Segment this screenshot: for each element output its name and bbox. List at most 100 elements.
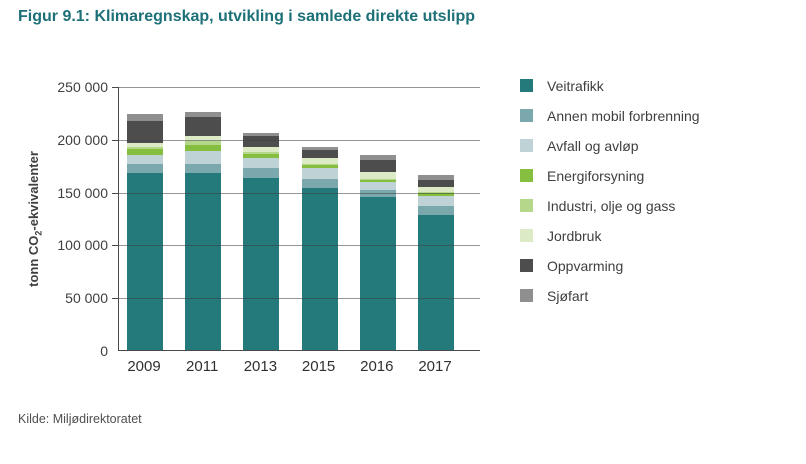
x-tick-label-2015: 2015 xyxy=(301,358,336,375)
bar-segment xyxy=(359,180,396,183)
bar-segment xyxy=(185,151,222,164)
bar-segment xyxy=(359,182,396,191)
stacked-bar-2017 xyxy=(418,175,454,350)
bar-segment xyxy=(418,205,454,216)
legend-swatch-icon xyxy=(520,289,533,302)
legend-item: Sjøfart xyxy=(520,287,700,304)
legend-swatch-icon xyxy=(520,109,533,122)
bar-segment xyxy=(418,215,454,350)
legend-item: Avfall og avløp xyxy=(520,137,700,154)
chart-plot-area xyxy=(118,87,480,351)
bar-segment xyxy=(418,186,454,192)
bar-segment xyxy=(243,167,280,178)
y-axis-title-sub: 2 xyxy=(33,230,44,236)
legend-item: Industri, olje og gass xyxy=(520,197,700,214)
bar-segment xyxy=(243,146,280,153)
bar-segment xyxy=(301,147,338,150)
legend-swatch-icon xyxy=(520,169,533,182)
legend-item: Annen mobil forbrenning xyxy=(520,107,700,124)
bar-segment xyxy=(127,121,163,143)
bar-segment xyxy=(243,135,280,147)
legend-label: Sjøfart xyxy=(547,287,589,304)
bar-segment xyxy=(243,153,280,158)
bar-segment xyxy=(301,149,338,159)
bar-segment xyxy=(127,142,163,147)
y-tick-mark xyxy=(112,298,118,300)
stacked-bar-2016 xyxy=(359,154,396,350)
x-tick-label-2016: 2016 xyxy=(360,358,394,375)
bar-segment xyxy=(243,157,280,168)
y-tick-label: 150 000 xyxy=(57,184,108,201)
y-axis-title: tonn CO2-ekvivalenter xyxy=(26,87,44,351)
bar-segment xyxy=(359,196,396,350)
bar-segment xyxy=(418,195,454,206)
y-tick-label: 50 000 xyxy=(65,290,108,307)
bar-segment xyxy=(127,146,163,149)
stacked-bar-2015 xyxy=(301,147,338,350)
stacked-bar-2009 xyxy=(127,114,163,350)
bar-segment xyxy=(127,148,163,155)
legend-label: Oppvarming xyxy=(547,257,624,274)
legend-label: Energiforsyning xyxy=(547,167,645,184)
y-tick-mark xyxy=(112,139,118,141)
x-tick-label-2009: 2009 xyxy=(127,358,161,375)
bar-segment xyxy=(185,144,222,152)
bar-segment xyxy=(301,158,338,165)
x-tick-label-2011: 2011 xyxy=(186,358,219,375)
bar-segment xyxy=(301,179,338,189)
stacked-bar-2013 xyxy=(243,132,280,350)
y-tick-mark xyxy=(112,192,118,194)
legend-label: Annen mobil forbrenning xyxy=(547,107,700,124)
bar-segment xyxy=(185,117,222,136)
bar-segment xyxy=(185,135,222,142)
legend-item: Energiforsyning xyxy=(520,167,700,184)
bar-segment xyxy=(418,175,454,181)
bar-segment xyxy=(185,173,222,350)
bar-segment xyxy=(418,192,454,196)
source-note: Kilde: Miljødirektoratet xyxy=(18,412,142,426)
x-tick-label-2013: 2013 xyxy=(243,358,278,375)
legend-item: Jordbruk xyxy=(520,227,700,244)
bar-segment xyxy=(359,159,396,173)
gridline-50000 xyxy=(119,298,480,300)
bar-segment xyxy=(127,172,163,350)
bar-segment xyxy=(127,114,163,122)
y-tick-mark xyxy=(112,245,118,247)
legend-swatch-icon xyxy=(520,229,533,242)
legend: Veitrafikk Annen mobil forbrenning Avfall … xyxy=(520,77,700,319)
gridline-150000 xyxy=(119,192,480,194)
legend-label: Jordbruk xyxy=(547,227,602,244)
legend-label: Avfall og avløp xyxy=(547,137,639,154)
bar-segment xyxy=(127,163,163,173)
y-tick-label: 100 000 xyxy=(57,237,108,254)
bar-segment xyxy=(185,163,222,174)
bar-segment xyxy=(418,191,454,193)
y-tick-label: 0 xyxy=(100,343,108,359)
gridline-100000 xyxy=(119,245,480,247)
legend-swatch-icon xyxy=(520,259,533,272)
bar-segment xyxy=(418,180,454,187)
bar-segment xyxy=(185,111,222,118)
y-tick-mark xyxy=(112,87,118,88)
bar-segment xyxy=(243,177,280,350)
legend-swatch-icon xyxy=(520,199,533,212)
legend-item: Veitrafikk xyxy=(520,77,700,94)
legend-label: Veitrafikk xyxy=(547,77,604,94)
x-tick-label-2017: 2017 xyxy=(418,358,452,375)
legend-swatch-icon xyxy=(520,79,533,92)
bar-segment xyxy=(359,178,396,181)
y-tick-label: 250 000 xyxy=(57,79,108,95)
bar-segment xyxy=(243,132,280,136)
bar-segment xyxy=(127,154,163,164)
gridline-250000 xyxy=(119,87,480,88)
gridline-200000 xyxy=(119,139,480,141)
figure-title: Figur 9.1: Klimaregnskap, utvikling i sa… xyxy=(18,8,476,25)
bar-segment xyxy=(301,188,338,350)
legend-item: Oppvarming xyxy=(520,257,700,274)
legend-label: Industri, olje og gass xyxy=(547,197,676,214)
bar-segment xyxy=(301,165,338,168)
bar-segment xyxy=(359,172,396,179)
stacked-bar-2011 xyxy=(185,111,222,350)
bar-segment xyxy=(185,141,222,145)
y-tick-label: 200 000 xyxy=(57,131,108,148)
